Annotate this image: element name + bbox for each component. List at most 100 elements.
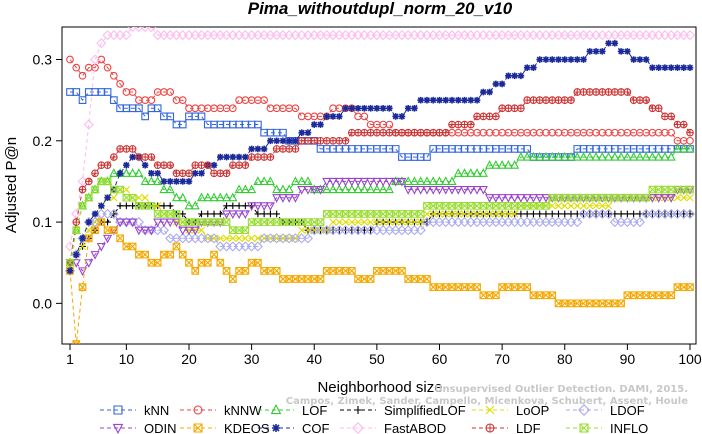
data-point-ldf <box>97 161 106 170</box>
data-point-ldof <box>684 208 696 220</box>
x-tick-label: 70 <box>494 351 510 367</box>
data-point-cof <box>292 137 299 145</box>
data-point-loop <box>197 226 206 234</box>
data-point-lof <box>228 192 238 202</box>
data-point-cof <box>66 267 74 275</box>
data-point-loop <box>354 218 362 226</box>
data-point-loop <box>417 218 425 226</box>
data-point-simplifiedlof <box>223 202 230 210</box>
data-point-cof <box>141 161 149 169</box>
data-point-ldf <box>103 161 112 170</box>
legend-item-loop: LoOP <box>472 403 549 418</box>
data-point-lof <box>647 151 657 161</box>
data-point-cof <box>649 64 656 71</box>
data-point-knn <box>178 120 187 129</box>
data-point-cof <box>198 170 205 177</box>
data-point-lof <box>409 176 419 185</box>
data-point-lof <box>328 184 338 194</box>
x-tick-label: 80 <box>557 351 573 367</box>
data-point-odin <box>478 186 488 195</box>
data-point-loop <box>141 194 149 202</box>
data-point-odin <box>485 194 495 203</box>
data-point-ldf <box>629 96 638 105</box>
data-point-ldf <box>485 112 494 121</box>
data-point-lof <box>541 151 551 161</box>
series-inflo <box>66 177 694 267</box>
data-point-loop <box>686 194 694 202</box>
data-point-cof <box>367 104 374 112</box>
data-point-cof <box>85 218 93 226</box>
data-point-lof <box>679 143 689 153</box>
data-point-odin <box>240 210 250 220</box>
data-point-knnw <box>266 104 275 113</box>
data-point-lof <box>585 151 595 161</box>
data-point-lof <box>654 151 664 161</box>
data-point-cof <box>191 170 199 177</box>
data-point-ldf <box>617 88 625 96</box>
data-point-knnw <box>385 120 394 129</box>
data-point-loop <box>404 218 412 226</box>
data-point-lof <box>547 151 557 161</box>
data-point-knn <box>423 153 431 161</box>
data-point-loop <box>448 210 456 218</box>
legend-label-fastabod: FastABOD <box>384 421 446 434</box>
data-point-odin <box>666 194 676 203</box>
data-point-ldf <box>203 161 212 170</box>
data-point-loop <box>429 210 437 218</box>
data-point-odin <box>222 210 232 220</box>
data-point-ldf <box>573 88 582 96</box>
data-point-odin <box>503 194 513 203</box>
data-point-kdeos <box>72 340 81 344</box>
data-point-ldf <box>354 128 362 137</box>
y-tick-label: 0.1 <box>33 214 53 230</box>
data-point-cof <box>154 170 161 177</box>
data-point-ldf <box>429 128 438 137</box>
data-point-lof <box>460 168 470 177</box>
data-point-knnw <box>78 71 87 80</box>
data-point-lof <box>503 160 513 169</box>
data-point-kdeos <box>460 283 469 291</box>
data-point-ldf <box>210 169 218 178</box>
data-point-odin <box>660 194 670 203</box>
data-point-ldof <box>252 241 263 252</box>
data-point-ldf <box>623 88 632 96</box>
data-point-ldf <box>266 153 275 161</box>
data-point-cof <box>229 153 237 161</box>
data-point-loop <box>554 202 563 210</box>
data-point-lof <box>378 184 388 194</box>
data-point-odin <box>146 226 156 236</box>
data-point-kdeos <box>391 266 400 275</box>
data-point-cof <box>567 56 575 63</box>
data-point-cof <box>210 161 218 169</box>
data-point-cof <box>285 137 293 145</box>
data-point-loop <box>348 218 356 226</box>
legend-label-odin: ODIN <box>144 421 177 434</box>
data-point-kdeos <box>322 266 331 275</box>
data-point-inflo <box>686 185 694 194</box>
data-point-loop <box>423 210 431 218</box>
legend-label-knn: kNN <box>144 403 169 418</box>
data-point-loop <box>673 194 682 202</box>
data-point-cof <box>386 104 393 112</box>
data-point-ldf <box>610 88 619 96</box>
data-point-odin <box>303 186 313 195</box>
data-point-cof <box>454 96 462 104</box>
data-point-kdeos <box>216 258 225 267</box>
data-point-ldf <box>667 112 676 121</box>
data-point-loop <box>122 185 131 194</box>
data-point-knnw <box>66 55 74 64</box>
data-point-inflo <box>642 193 651 202</box>
data-point-odin <box>315 186 326 195</box>
data-point-odin <box>447 186 457 195</box>
data-point-ldf <box>592 88 600 96</box>
data-point-cof <box>442 96 450 104</box>
data-point-kdeos <box>191 266 200 275</box>
data-point-cof <box>260 145 268 153</box>
data-point-lof <box>666 151 676 161</box>
data-point-knnw <box>667 128 676 137</box>
data-point-ldf <box>297 136 306 145</box>
data-point-inflo <box>72 226 81 235</box>
data-point-loop <box>391 218 400 226</box>
data-point-ldof <box>415 225 426 236</box>
data-point-cof <box>129 153 136 161</box>
